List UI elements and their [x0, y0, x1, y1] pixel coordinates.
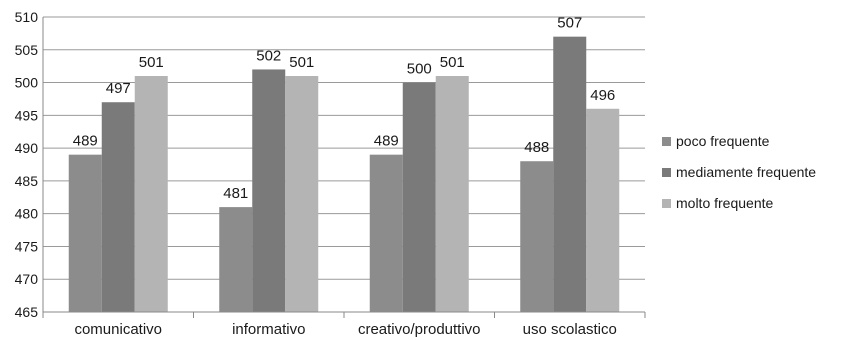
- bar: [134, 76, 168, 312]
- bars: 489 497 501 481 502 501 489 500 501 488 507 496: [68, 15, 620, 313]
- data-label: 501: [139, 54, 164, 71]
- x-tick-label: uso scolastico: [523, 321, 617, 338]
- x-tick-label: informativo: [232, 321, 305, 338]
- x-tick-label: comunicativo: [74, 321, 162, 338]
- y-axis: 465 470 475 480 485 490 495 500 505 510: [15, 9, 44, 320]
- legend-label: poco frequente: [676, 133, 770, 149]
- y-tick-label: 505: [15, 42, 39, 58]
- legend-swatch: [662, 199, 671, 208]
- y-tick-label: 465: [15, 304, 39, 320]
- legend-label: molto frequente: [676, 195, 773, 211]
- bar: [369, 154, 403, 312]
- legend-swatch: [662, 137, 671, 146]
- data-label: 496: [590, 87, 615, 104]
- data-label: 501: [289, 54, 314, 71]
- bar: [101, 102, 135, 312]
- y-tick-label: 480: [15, 206, 39, 222]
- data-label: 501: [440, 54, 465, 71]
- y-tick-label: 495: [15, 107, 39, 123]
- legend: poco frequente mediamente frequente molto …: [662, 133, 816, 211]
- bar: [219, 207, 253, 312]
- data-label: 489: [374, 133, 399, 150]
- legend-label: mediamente frequente: [676, 164, 816, 180]
- y-tick-label: 485: [15, 173, 39, 189]
- y-tick-label: 500: [15, 75, 39, 91]
- y-tick-label: 470: [15, 271, 39, 287]
- data-label: 481: [223, 185, 248, 202]
- data-label: 489: [73, 133, 98, 150]
- bar: [68, 154, 102, 312]
- x-tick-label: creativo/produttivo: [358, 321, 481, 338]
- bar: [520, 161, 554, 312]
- bar: [252, 69, 286, 312]
- bar: [435, 76, 469, 312]
- y-tick-label: 490: [15, 140, 39, 156]
- y-tick-label: 510: [15, 9, 39, 25]
- bar: [586, 108, 620, 313]
- x-axis: comunicativo informativo creativo/produtti…: [42, 311, 646, 338]
- y-tick-label: 475: [15, 238, 39, 254]
- bar: [402, 82, 436, 312]
- data-label: 507: [557, 15, 582, 32]
- data-label: 500: [407, 61, 432, 78]
- data-label: 497: [106, 80, 131, 97]
- data-label: 488: [524, 139, 549, 156]
- legend-swatch: [662, 168, 671, 177]
- bar: [285, 76, 319, 312]
- data-label: 502: [256, 47, 281, 64]
- bar: [553, 36, 587, 313]
